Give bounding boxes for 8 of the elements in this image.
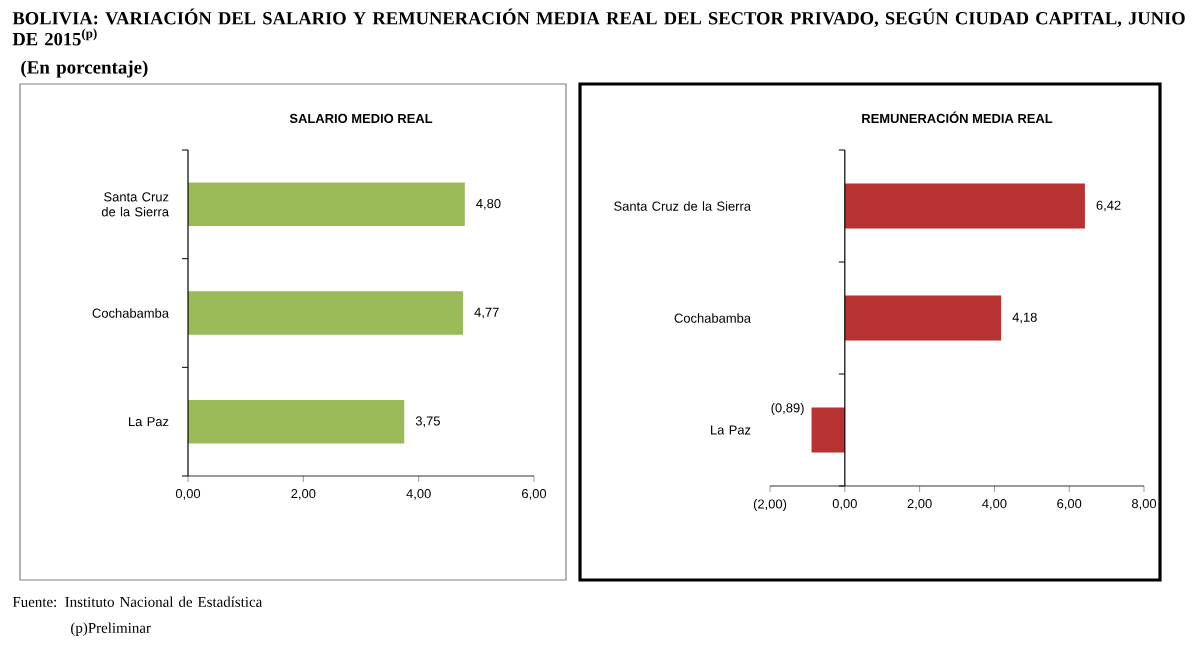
bar [188,291,464,335]
bar [844,295,1002,341]
bar [844,183,1085,229]
bar [811,407,845,453]
text: (En porcentaje) [21,60,148,78]
text: BOLIVIA: VARIACIÓN DEL SALARIO Y REMUNERACIÓN MEDIA REAL DEL SECTOR PRIVADO, SEGÚN CIUDAD CAPITAL, JUNIO DE 2015$^{(p)}$ [12,8,1185,46]
bar [188,182,465,227]
bar [188,399,405,444]
